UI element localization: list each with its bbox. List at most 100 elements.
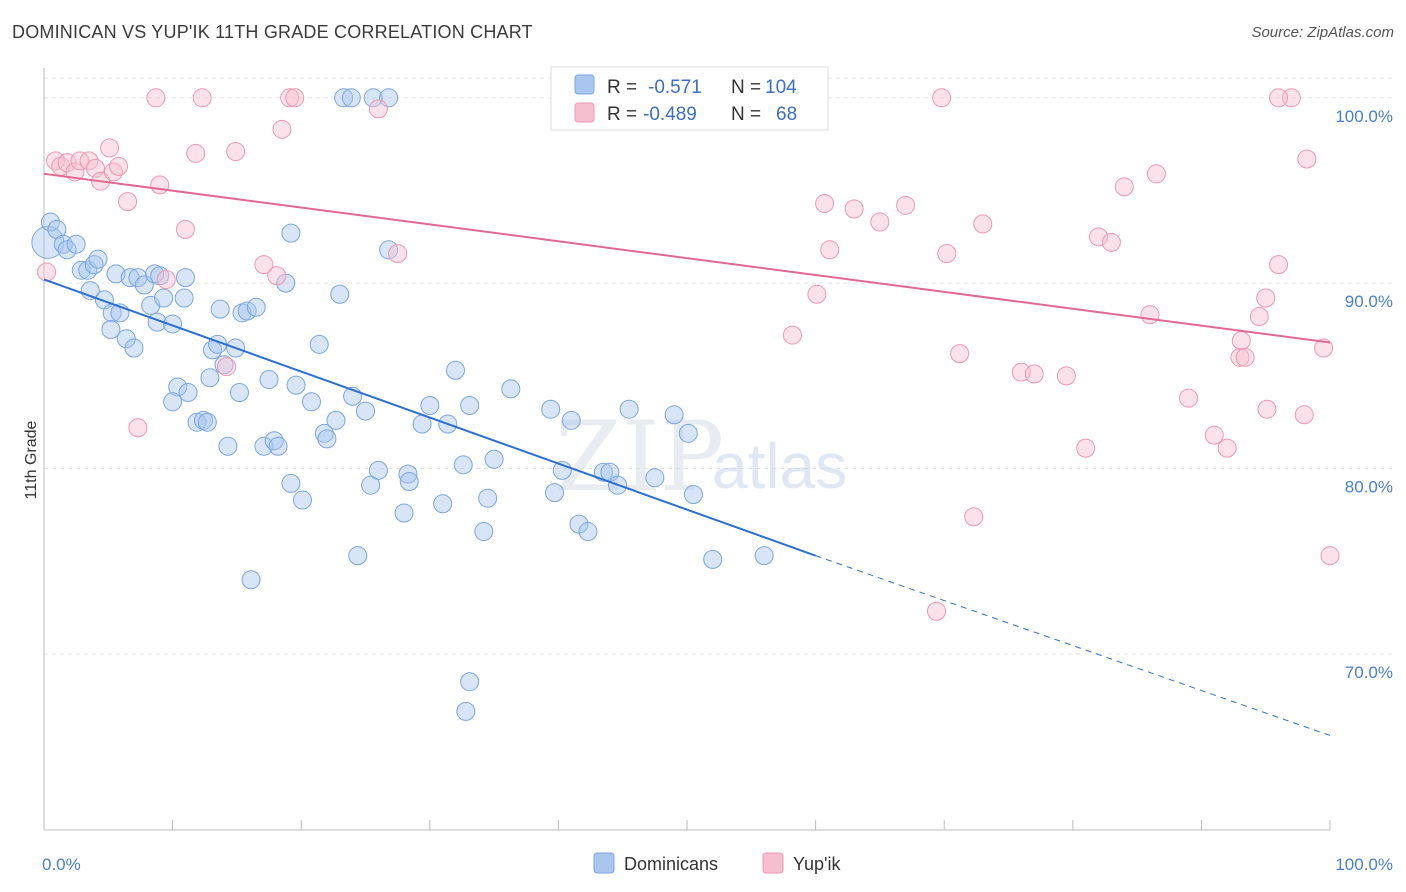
yupik-point: [1024, 364, 1044, 384]
yupik-point: [1320, 546, 1340, 566]
dominicans-point: [326, 410, 346, 430]
yupik-point: [85, 158, 105, 178]
dominicans-point: [229, 383, 249, 403]
yupik-point: [1297, 149, 1317, 169]
yupik-point: [1146, 164, 1166, 184]
dominicans-point: [210, 299, 230, 319]
yupik-point: [1140, 305, 1160, 325]
dominicans-point: [398, 464, 418, 484]
yupik-point: [1204, 425, 1224, 445]
dominicans-point: [218, 436, 238, 456]
dominicans-point: [683, 484, 703, 504]
dominicans-point: [317, 429, 337, 449]
dominicans-point: [348, 546, 368, 566]
yupik-point: [368, 99, 388, 119]
dominicans-point: [664, 405, 684, 425]
dominicans-point: [292, 490, 312, 510]
dominicans-point: [163, 314, 183, 334]
dominicans-point: [446, 360, 466, 380]
dominicans-point: [541, 399, 561, 419]
yupik-point: [896, 195, 916, 215]
yupik-point: [272, 119, 292, 139]
bottom-legend-yupik: Yup'ik: [793, 854, 841, 874]
dominicans-point: [309, 334, 329, 354]
dominicans-point: [356, 401, 375, 421]
legend: R = -0.571 N = 104 R = -0.489 N = 68: [550, 66, 829, 131]
dominicans-point: [545, 483, 565, 503]
dominicans-point: [246, 297, 266, 317]
dominicans-point: [40, 212, 60, 232]
yupik-point: [1294, 405, 1314, 425]
dominicans-point: [84, 255, 104, 275]
legend-swatch-yupik: [574, 102, 595, 123]
dominicans-point: [561, 410, 581, 430]
dominicans-point: [202, 340, 222, 360]
yupik-point: [1076, 438, 1096, 458]
yupik-point: [156, 269, 176, 289]
dominicans-point: [254, 436, 274, 456]
yupik-point: [782, 325, 802, 345]
dominicans-point: [578, 522, 598, 542]
y-axis-label: 11th Grade: [23, 420, 40, 499]
dominicans-point: [754, 546, 774, 566]
yupik-point: [926, 601, 946, 621]
legend-box: [550, 66, 829, 131]
legend-swatch-dominicans: [574, 74, 595, 95]
legend-r-label-yupik: R =: [607, 104, 637, 125]
dominicans-point: [301, 392, 321, 412]
yupik-point: [280, 88, 300, 108]
legend-n-label-dominicans: N =: [731, 77, 761, 98]
yupik-point: [1217, 438, 1237, 458]
yupik-point: [1101, 232, 1121, 252]
dominicans-point: [460, 396, 480, 416]
dominicans-point: [433, 494, 453, 514]
yupik-point: [844, 199, 864, 219]
dominicans-point: [420, 396, 440, 416]
legend-n-yupik: 68: [776, 104, 797, 125]
dominicans-point: [456, 701, 476, 721]
yupik-point: [226, 142, 246, 162]
dominicans-point: [150, 266, 170, 286]
dominicans-point: [314, 423, 334, 443]
yupik-point: [118, 192, 138, 212]
yupik-point: [267, 266, 287, 286]
y-tick-label: 70.0%: [1345, 663, 1393, 682]
yupik-point: [254, 255, 274, 275]
dominicans-point: [394, 503, 414, 523]
dominicans-point: [478, 488, 498, 508]
yupik-point: [1089, 227, 1109, 247]
dominicans-point: [286, 375, 306, 395]
yupik-point: [1235, 347, 1255, 367]
yupik-point: [79, 151, 99, 171]
legend-r-yupik: -0.489: [643, 104, 697, 125]
dominicans-point: [71, 260, 91, 280]
y-tick-label: 90.0%: [1345, 292, 1393, 311]
dominicans-trend-line: [43, 278, 816, 557]
dominicans-point: [268, 436, 288, 456]
yupik-point: [285, 88, 305, 108]
dominicans-point: [678, 423, 698, 443]
dominicans-point: [330, 284, 350, 304]
yupik-point: [37, 262, 57, 282]
watermark: ZIP atlas: [555, 401, 847, 513]
dominicans-point: [124, 338, 144, 358]
dominicans-point: [154, 288, 174, 308]
dominicans-point: [361, 475, 381, 495]
yupik-point: [815, 193, 835, 213]
y-tick-label: 100.0%: [1335, 107, 1393, 126]
dominicans-points: [31, 88, 774, 721]
dominicans-point: [399, 472, 419, 492]
legend-r-dominicans: -0.571: [648, 77, 702, 98]
yupik-point: [1256, 288, 1276, 308]
chart-title: DOMINICAN VS YUP'IK 11TH GRADE CORRELATI…: [12, 22, 533, 42]
yupik-point: [109, 156, 129, 176]
dominicans-point: [175, 268, 195, 288]
yupik-point: [1269, 88, 1289, 108]
dominicans-point: [281, 223, 301, 243]
dominicans-point: [281, 473, 301, 493]
watermark-zip: ZIP: [555, 401, 724, 513]
dominicans-point: [88, 249, 108, 269]
dominicans-point: [460, 672, 480, 692]
dominicans-point: [259, 370, 279, 390]
